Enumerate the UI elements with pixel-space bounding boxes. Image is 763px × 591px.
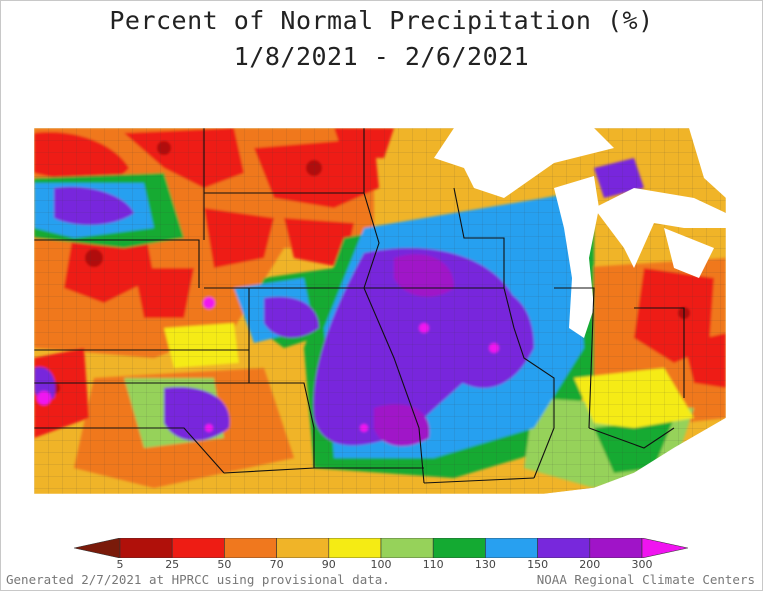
date-range: 1/8/2021 - 2/6/2021	[233, 42, 530, 71]
legend-bin	[380, 538, 434, 558]
legend-tick-label: 5	[116, 558, 124, 571]
map-title: Percent of Normal Precipitation (%)	[109, 6, 654, 35]
legend-tick-label: 110	[422, 558, 444, 571]
legend-tick-label: 50	[217, 558, 232, 571]
legend-tick-label: 200	[579, 558, 601, 571]
precipitation-map	[34, 128, 726, 494]
legend-tick-label: 150	[527, 558, 549, 571]
legend-bin-highest	[641, 538, 688, 558]
legend-bin	[328, 538, 382, 558]
legend-tick-label: 70	[269, 558, 284, 571]
legend-bin	[432, 538, 486, 558]
legend-tick-label: 300	[631, 558, 653, 571]
source-credit: NOAA Regional Climate Centers	[536, 572, 755, 587]
legend-tick-label: 130	[474, 558, 496, 571]
legend-tick-label: 100	[370, 558, 392, 571]
legend-bin	[537, 538, 591, 558]
legend-bin	[485, 538, 538, 558]
legend-bin	[276, 538, 330, 558]
legend-bin	[171, 538, 225, 558]
legend-bin-lowest	[74, 538, 121, 558]
generated-note: Generated 2/7/2021 at HPRCC using provis…	[6, 572, 390, 587]
legend-bin	[224, 538, 277, 558]
legend-bin	[589, 538, 643, 558]
legend-bin	[119, 538, 173, 558]
legend-tick-label: 90	[321, 558, 336, 571]
legend-tick-label: 25	[165, 558, 180, 571]
precip-field	[34, 128, 726, 494]
legend-colorbar	[74, 538, 688, 558]
